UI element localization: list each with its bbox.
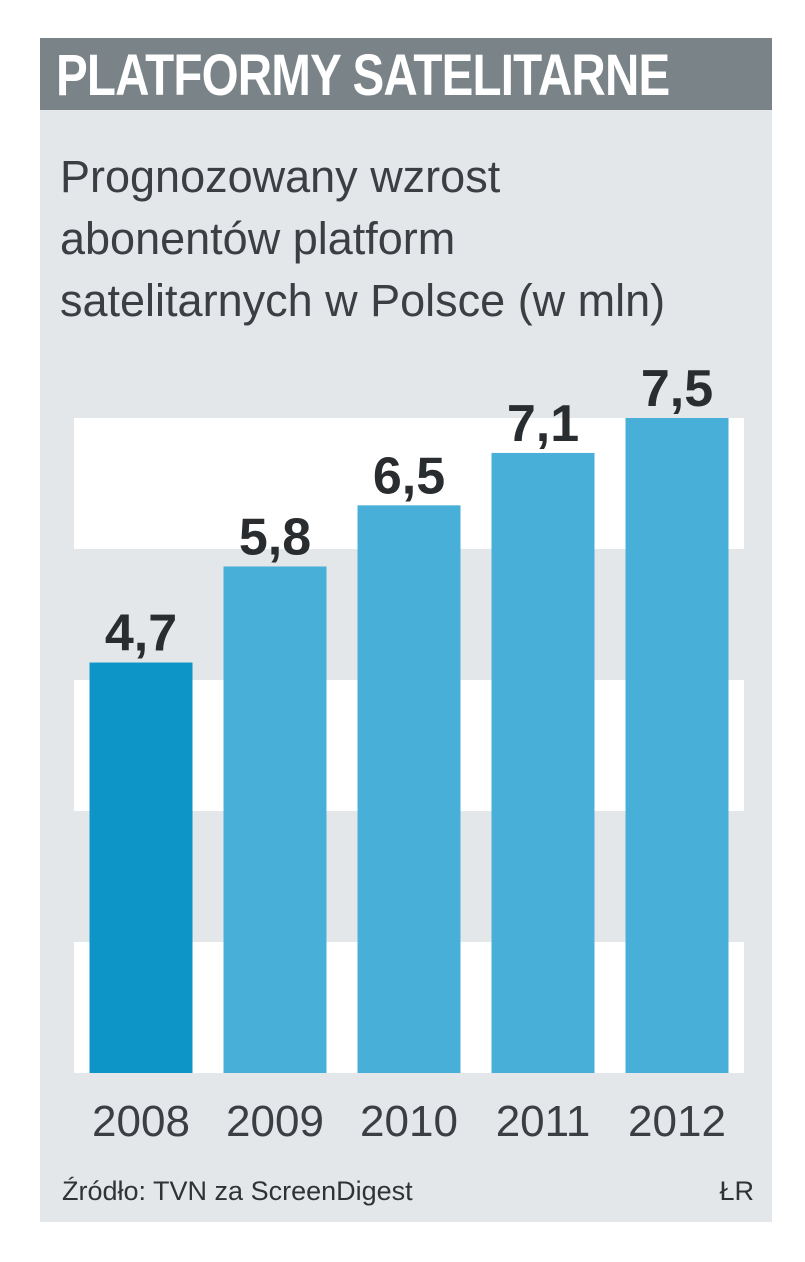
value-label-2011: 7,1 xyxy=(507,395,579,453)
bar-2011 xyxy=(491,452,595,1073)
value-label-2009: 5,8 xyxy=(239,508,311,566)
infographic-card: PLATFORMY SATELITARNE Prognozowany wzros… xyxy=(40,38,772,1222)
author-initials: ŁR xyxy=(719,1176,754,1206)
bar-2010 xyxy=(357,505,461,1073)
x-tick-label-2010: 2010 xyxy=(360,1097,458,1146)
value-label-2008: 4,7 xyxy=(105,605,177,663)
chart-title: Prognozowany wzrost abonentów platform s… xyxy=(60,151,666,326)
x-tick-label-2008: 2008 xyxy=(92,1097,190,1146)
x-tick-label-2009: 2009 xyxy=(226,1097,324,1146)
bar-2008 xyxy=(89,662,193,1073)
x-tick-label-2012: 2012 xyxy=(628,1097,726,1146)
value-label-2010: 6,5 xyxy=(373,447,445,505)
x-tick-label-2011: 2011 xyxy=(496,1097,591,1146)
bar-chart: 4,7 5,8 6,5 7,1 7,5 2008 2009 2010 2011 2012 xyxy=(74,360,744,1146)
source-note: Źródło: TVN za ScreenDigest xyxy=(62,1176,413,1206)
header-bar: PLATFORMY SATELITARNE xyxy=(40,38,772,110)
header-title: PLATFORMY SATELITARNE xyxy=(56,43,670,108)
value-label-2012: 7,5 xyxy=(641,360,713,418)
bar-2009 xyxy=(223,566,327,1073)
bar-2012 xyxy=(625,418,729,1073)
